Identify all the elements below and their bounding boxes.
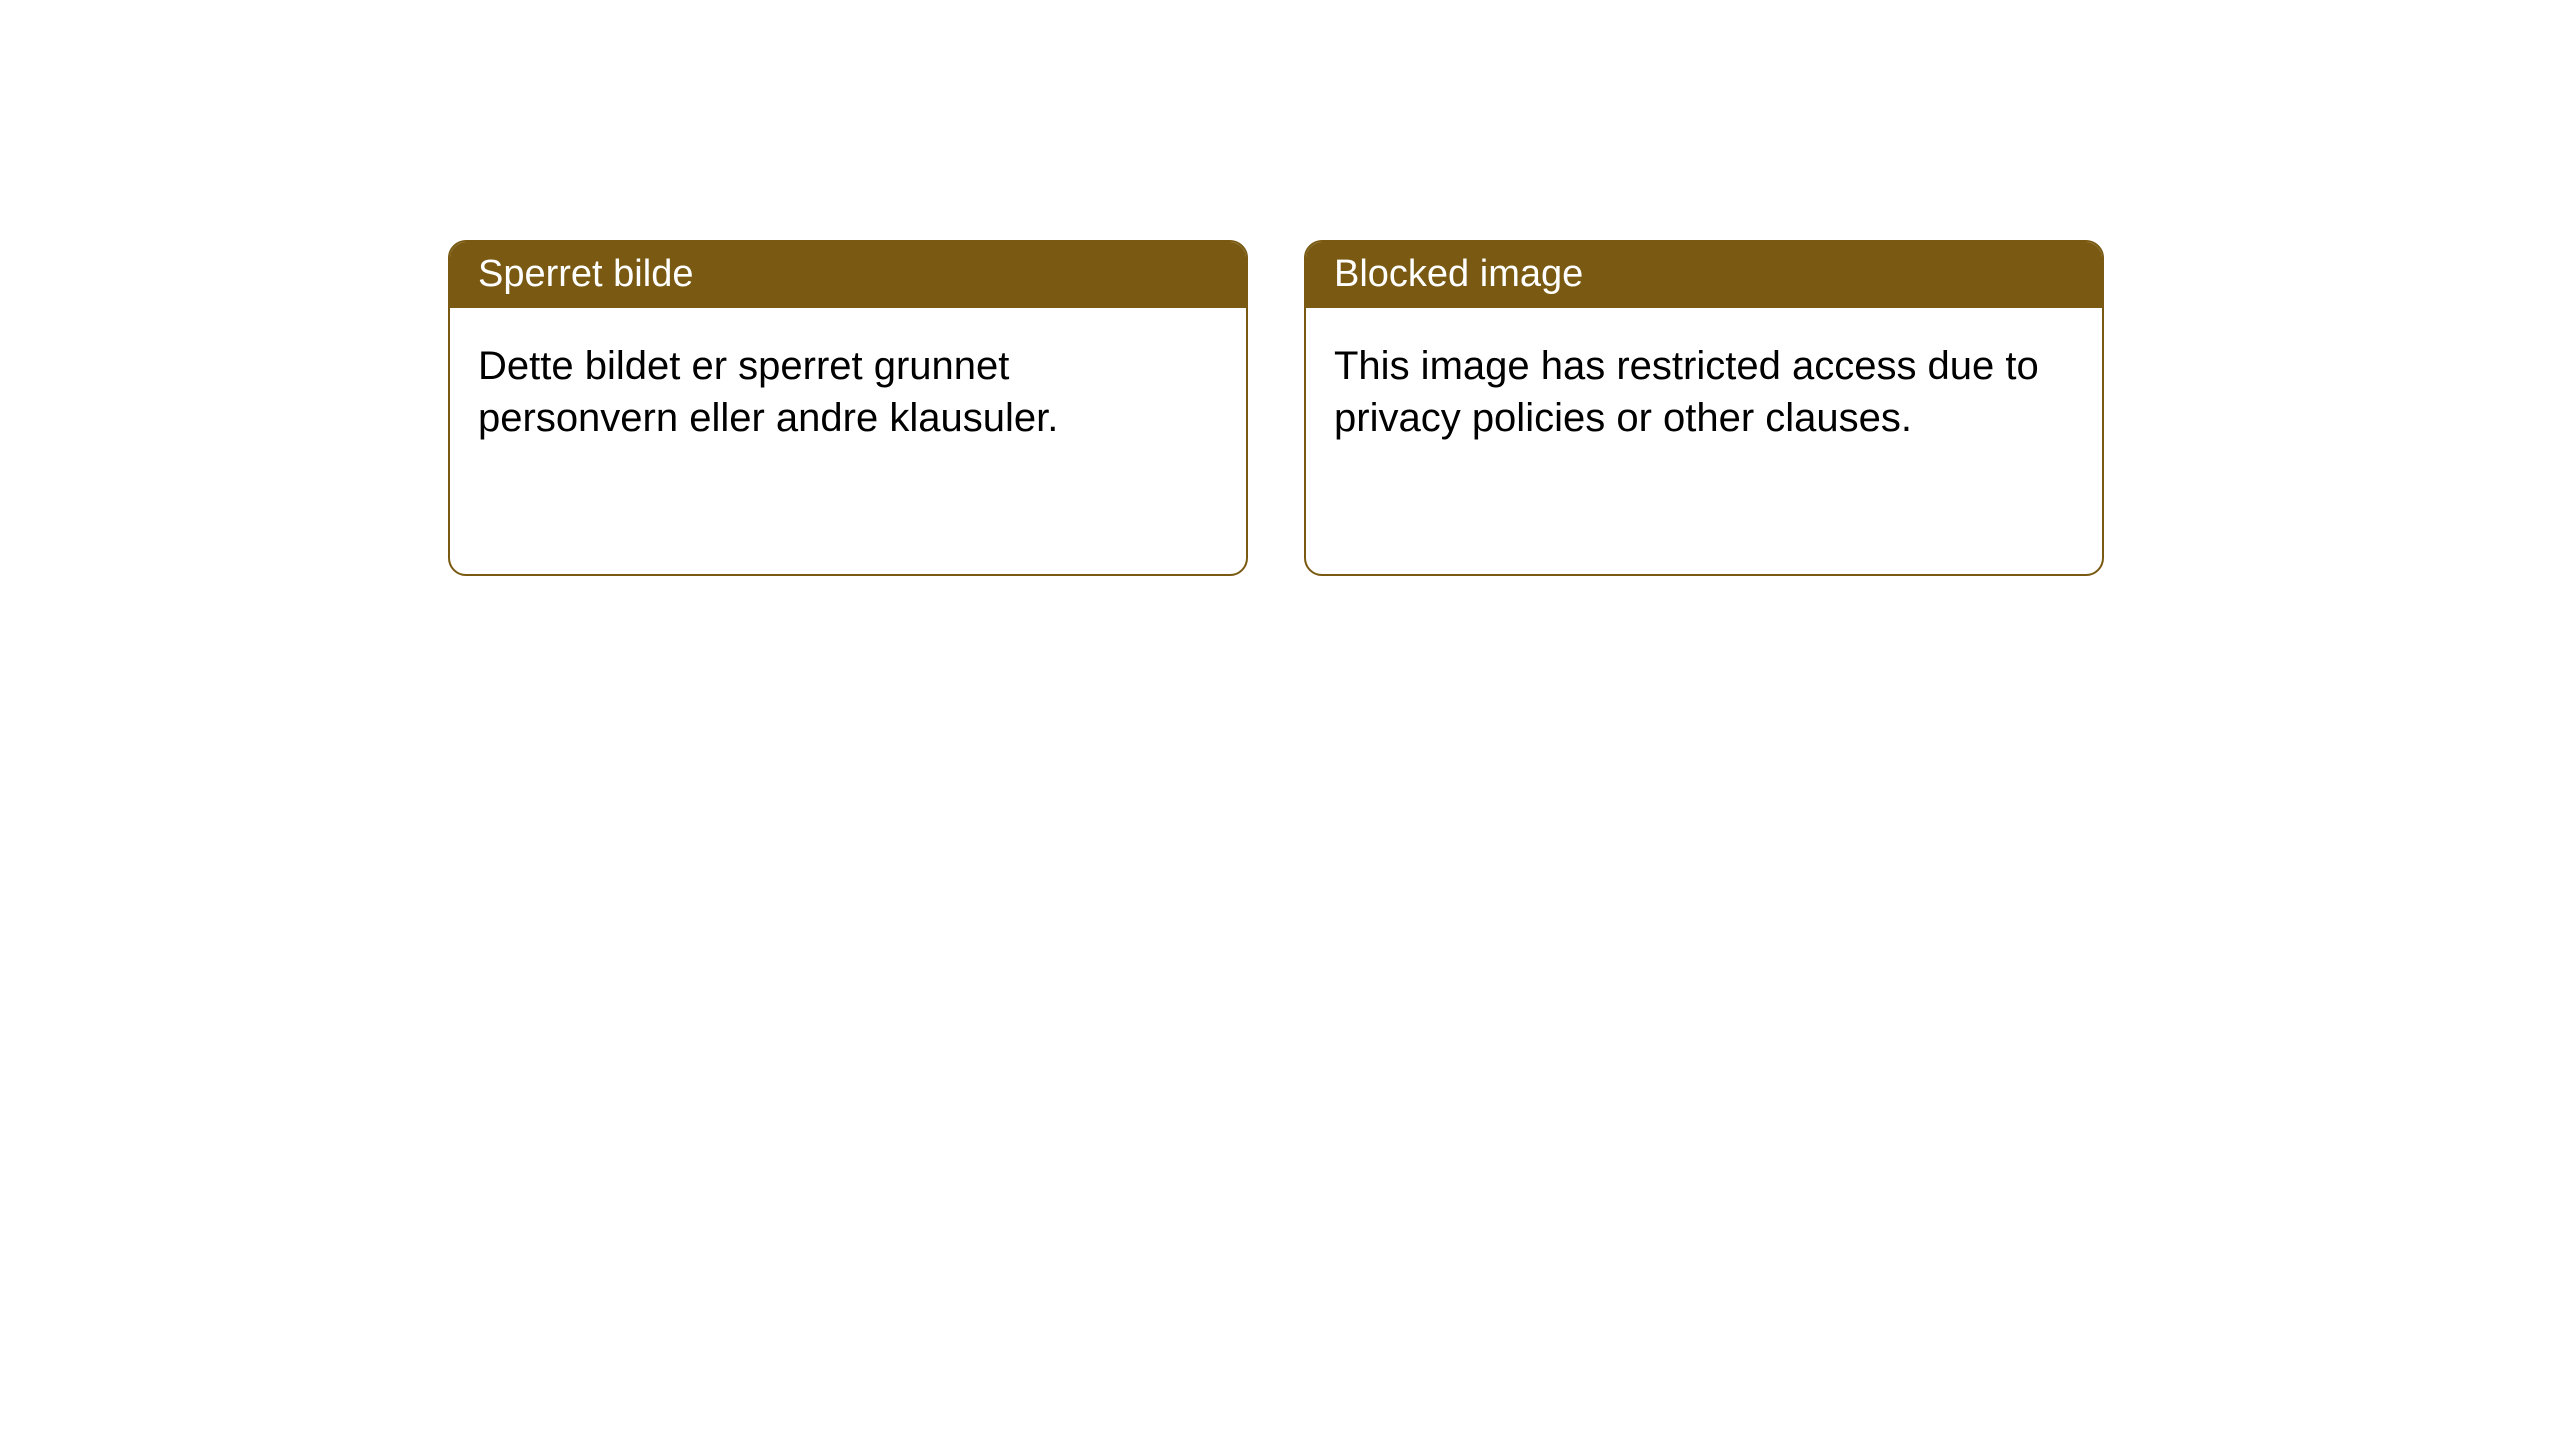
card-body-text: Dette bildet er sperret grunnet personve… bbox=[478, 344, 1058, 440]
card-header-text: Blocked image bbox=[1334, 253, 1583, 295]
card-body: Dette bildet er sperret grunnet personve… bbox=[450, 308, 1246, 476]
card-body-text: This image has restricted access due to … bbox=[1334, 344, 2039, 440]
notice-card-norwegian: Sperret bilde Dette bildet er sperret gr… bbox=[448, 240, 1248, 576]
notice-card-english: Blocked image This image has restricted … bbox=[1304, 240, 2104, 576]
card-header: Blocked image bbox=[1306, 242, 2102, 308]
card-header-text: Sperret bilde bbox=[478, 253, 693, 295]
notice-cards-row: Sperret bilde Dette bildet er sperret gr… bbox=[448, 240, 2560, 576]
card-body: This image has restricted access due to … bbox=[1306, 308, 2102, 476]
card-header: Sperret bilde bbox=[450, 242, 1246, 308]
